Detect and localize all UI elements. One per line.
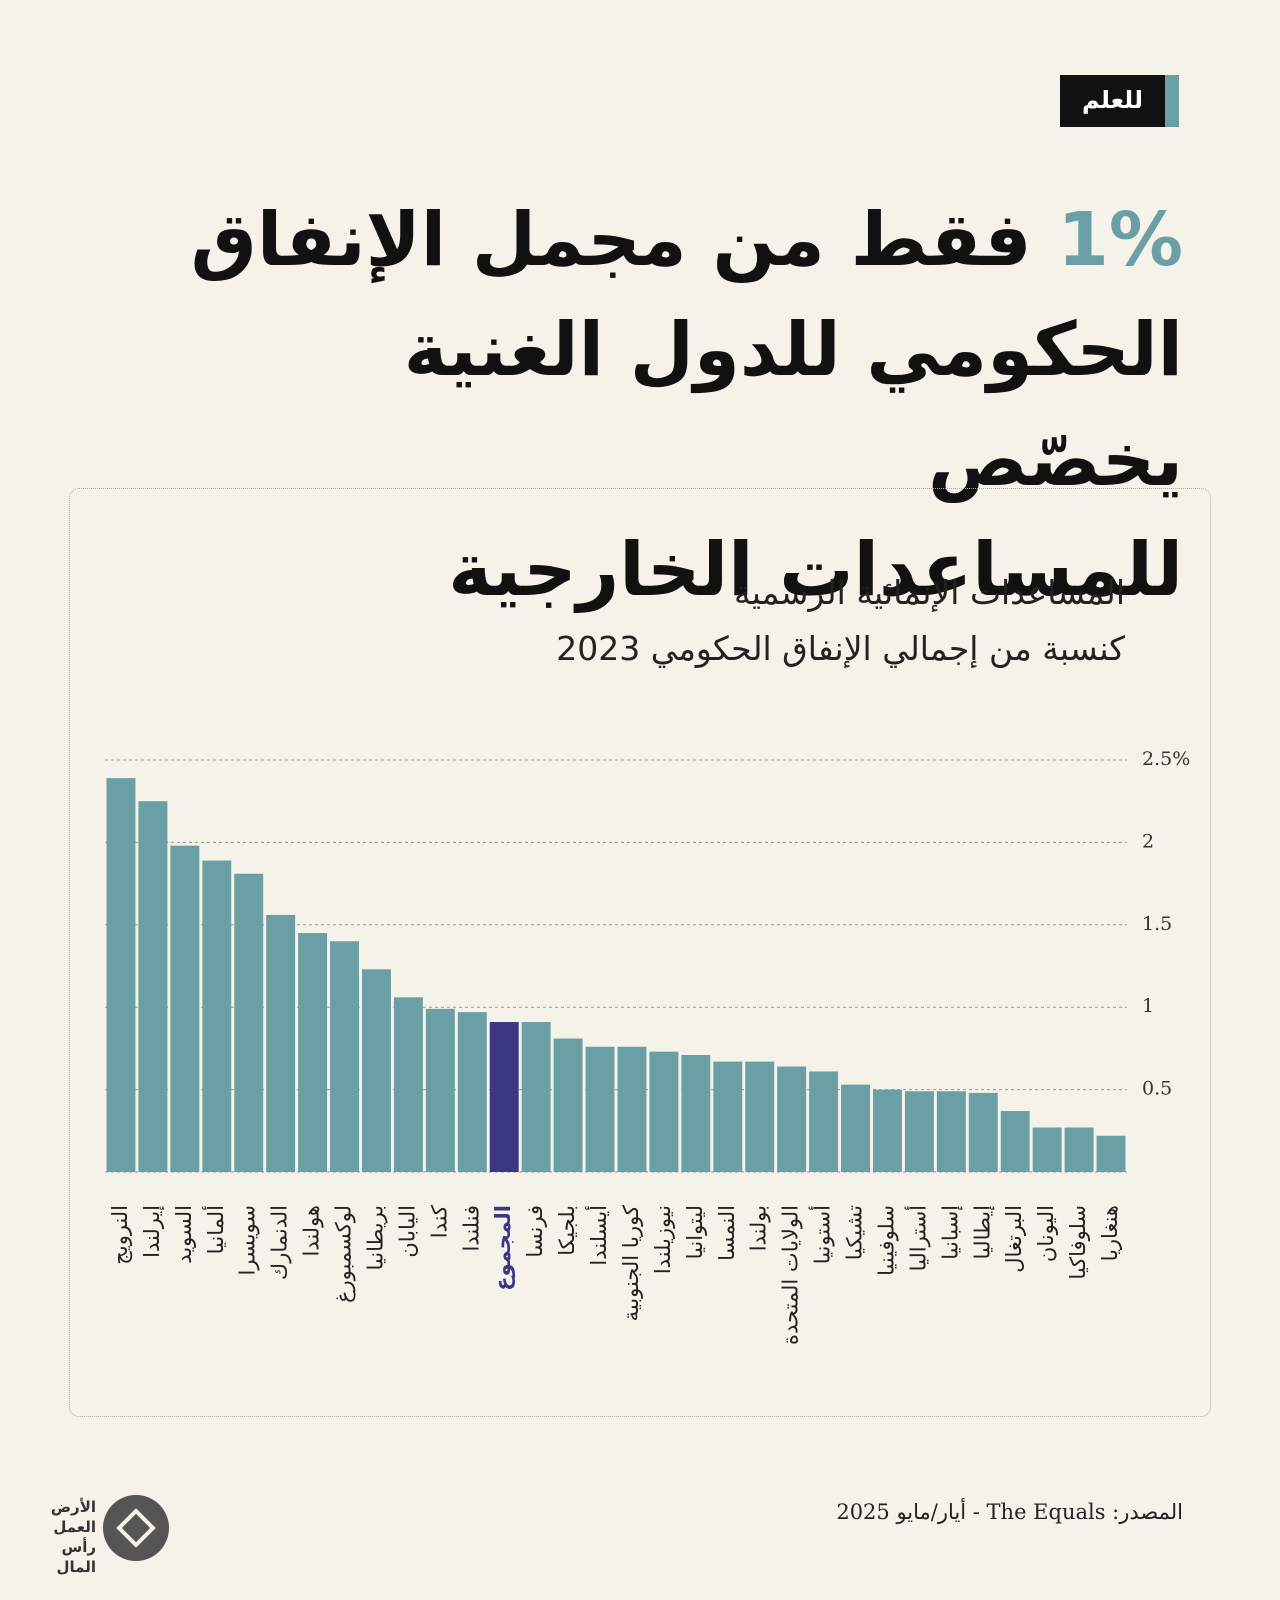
- bar: [489, 1022, 519, 1172]
- x-tick-label: اليونان: [1034, 1205, 1058, 1262]
- logo-diamond: [116, 1508, 156, 1548]
- bar: [681, 1054, 711, 1172]
- bar: [298, 933, 328, 1172]
- x-tick-label: النمسا: [715, 1205, 739, 1261]
- bar: [713, 1061, 743, 1172]
- x-tick-label: هولندا: [300, 1205, 324, 1257]
- x-tick-label: المجموع: [491, 1205, 515, 1291]
- bar: [968, 1092, 998, 1172]
- x-tick-label: بلجيكا: [555, 1205, 579, 1256]
- bar: [138, 801, 168, 1172]
- y-tick-label: 0.5: [1142, 1078, 1172, 1100]
- chart-heading: المساعدات الإنمائية الرسمية كنسبة من إجم…: [556, 565, 1125, 677]
- bar: [745, 1061, 775, 1172]
- x-tick-label: إيرلندا: [140, 1205, 165, 1258]
- bar: [202, 860, 232, 1172]
- y-tick-label: 2.5%: [1142, 748, 1190, 770]
- bar: [234, 873, 264, 1172]
- y-tick-label: 1: [1142, 995, 1154, 1017]
- bar: [362, 969, 391, 1172]
- bar: [809, 1071, 839, 1172]
- x-tick-label: أستراليا: [904, 1205, 930, 1271]
- x-tick-label: أستونيا: [809, 1205, 835, 1264]
- bar: [649, 1051, 679, 1172]
- bar: [425, 1008, 455, 1172]
- bar: [330, 941, 359, 1172]
- headline-highlight: 1%: [1057, 197, 1183, 283]
- bar: [553, 1038, 583, 1172]
- x-tick-label: ألمانيا: [202, 1205, 228, 1254]
- logo-circle: [103, 1495, 169, 1561]
- bar: [457, 1012, 487, 1172]
- headline-line: للمساعدات الخارجية: [448, 527, 1183, 613]
- bar: [266, 914, 296, 1172]
- x-tick-label: بولندا: [747, 1205, 771, 1251]
- x-tick-label: فرنسا: [523, 1205, 547, 1258]
- bar: [1064, 1127, 1094, 1172]
- bar: [777, 1066, 807, 1172]
- bar: [170, 845, 200, 1172]
- bar: [106, 778, 136, 1172]
- x-tick-label: كوريا الجنوبية: [619, 1205, 643, 1321]
- x-tick-label: ليتوانيا: [683, 1205, 707, 1259]
- source: المصدر: The Equals - أيار/مايو 2025: [836, 1500, 1183, 1524]
- logo-line: الأرض: [50, 1498, 96, 1516]
- logo-line: رأس المال: [56, 1538, 96, 1576]
- x-tick-label: السويد: [172, 1205, 196, 1264]
- bar: [1096, 1135, 1126, 1172]
- x-tick-label: كندا: [427, 1205, 451, 1238]
- bar: [393, 997, 423, 1172]
- x-tick-label: اليابان: [395, 1205, 419, 1258]
- x-tick-label: الولايات المتحدة: [779, 1205, 803, 1345]
- x-tick-label: هنغاريا: [1098, 1205, 1122, 1261]
- bar: [904, 1091, 934, 1172]
- y-tick-label: 2: [1142, 830, 1154, 852]
- x-tick-label: سلوفاكيا: [1066, 1205, 1090, 1280]
- bar: [1000, 1111, 1030, 1172]
- x-tick-label: بريطانيا: [363, 1205, 387, 1270]
- logo-text: الأرض العمل رأس المال: [40, 1497, 96, 1577]
- x-tick-label: البرتغال: [1002, 1205, 1026, 1273]
- x-tick-label: إسبانيا: [938, 1205, 963, 1260]
- bar: [585, 1046, 615, 1172]
- y-tick-label: 1.5: [1142, 913, 1172, 935]
- x-tick-label: النرويج: [108, 1205, 132, 1265]
- x-tick-label: سلوفينيا: [874, 1205, 898, 1276]
- x-tick-label: تشيكيا: [843, 1205, 867, 1260]
- bar: [936, 1091, 966, 1172]
- chart-title: المساعدات الإنمائية الرسمية: [734, 573, 1125, 612]
- x-tick-label: الدنمارك: [268, 1205, 292, 1280]
- bar: [873, 1089, 902, 1172]
- chart-frame: [69, 488, 1211, 1417]
- logo-line: العمل: [53, 1518, 96, 1536]
- bar: [841, 1084, 870, 1172]
- bar: [1032, 1127, 1062, 1172]
- x-tick-label: لوكسمبورغ: [332, 1205, 356, 1303]
- x-tick-label: إيطاليا: [970, 1205, 995, 1259]
- x-tick-label: أيسلندا: [585, 1205, 611, 1266]
- chart-subtitle: كنسبة من إجمالي الإنفاق الحكومي 2023: [556, 629, 1125, 668]
- x-tick-label: فنلندا: [459, 1205, 483, 1252]
- x-tick-label: نيوزيلندا: [651, 1205, 675, 1274]
- x-tick-label: سويسرا: [236, 1205, 260, 1275]
- headline-line: فقط من مجمل الإنفاق: [190, 197, 1032, 283]
- bar: [617, 1046, 647, 1172]
- bar: [521, 1022, 551, 1172]
- tag: للعلم: [1060, 75, 1179, 127]
